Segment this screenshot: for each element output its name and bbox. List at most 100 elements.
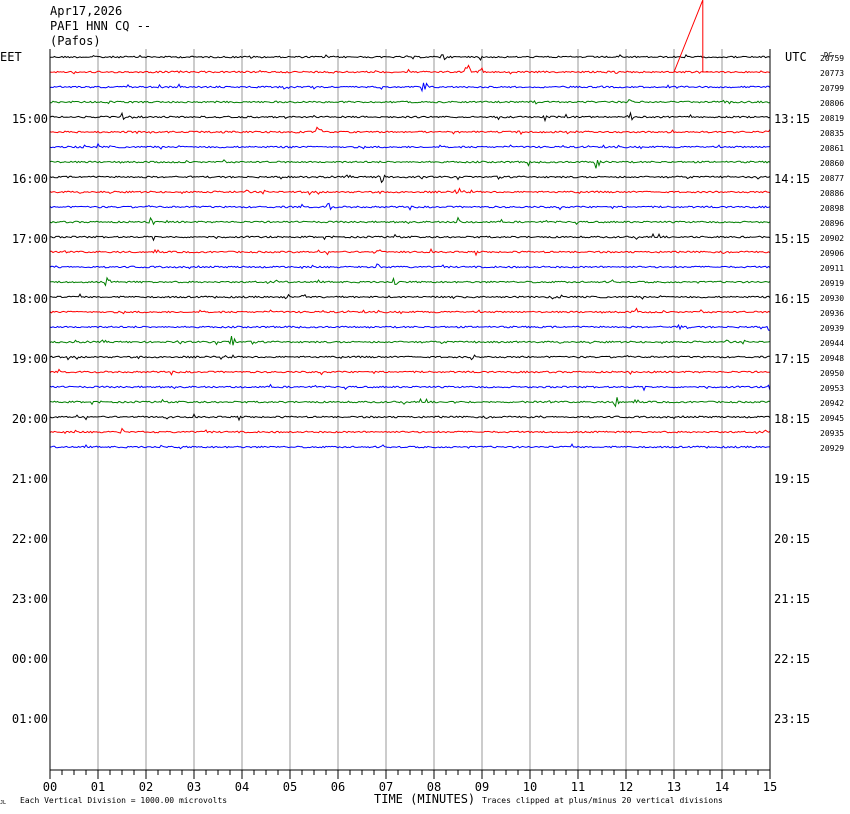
x-tick-label-11: 11: [571, 780, 585, 794]
left-time-label: 19:00: [12, 352, 48, 366]
scale-note: Each Vertical Division = 1000.00 microvo…: [20, 796, 227, 805]
dc-offset-label: 20773: [820, 69, 844, 78]
left-time-labels: 15:00 16:00 17:00 18:00 19:00 20:00 21:00 22:00…: [12, 112, 48, 726]
left-time-label: 01:00: [12, 712, 48, 726]
x-tick-label-10: 10: [523, 780, 537, 794]
dc-offset-label: 20911: [820, 264, 844, 273]
x-tick-labels: 00 01 02 03 04 05 06 07 08 09 10 11 12 13 14 15: [43, 780, 777, 794]
trace-6: [49, 142, 771, 150]
trace-10: [49, 202, 771, 211]
trace-7: [49, 159, 771, 169]
x-axis-ticks: [49, 770, 771, 779]
trace-20: [49, 354, 770, 361]
dc-offset-label: 20860: [820, 159, 844, 168]
dc-offset-label: 20942: [820, 399, 844, 408]
x-tick-label-05: 05: [283, 780, 297, 794]
dc-offset-label: 20939: [820, 324, 844, 333]
trace-0: [50, 54, 771, 62]
right-time-labels: 13:15 14:15 15:15 16:15 17:15 18:15 19:15 20:15…: [774, 112, 810, 726]
trace-21: [49, 368, 771, 376]
trace-22: [49, 383, 771, 392]
right-time-label: 17:15: [774, 352, 810, 366]
right-time-label: 15:15: [774, 232, 810, 246]
x-tick-label-15: 15: [763, 780, 777, 794]
corner-mark: JL: [0, 800, 6, 806]
clipped-spike: [673, 0, 711, 73]
x-tick-label-06: 06: [331, 780, 345, 794]
dc-offset-label: 20877: [820, 174, 844, 183]
trace-8: [49, 174, 771, 184]
dc-offset-label: 20950: [820, 369, 844, 378]
left-time-label: 17:00: [12, 232, 48, 246]
right-time-label: 21:15: [774, 592, 810, 606]
left-time-label: 18:00: [12, 292, 48, 306]
trace-2: [49, 82, 771, 93]
header-station: PAF1 HNN CQ --: [50, 19, 152, 33]
right-time-label: 14:15: [774, 172, 810, 186]
trace-19: [49, 336, 771, 346]
dc-offset-label: 20944: [820, 339, 844, 348]
x-tick-label-13: 13: [667, 780, 681, 794]
x-tick-label-00: 00: [43, 780, 57, 794]
dc-offset-label: 20806: [820, 99, 844, 108]
x-axis-title: TIME (MINUTES): [374, 792, 475, 806]
trace-17: [49, 307, 771, 315]
right-time-label: 19:15: [774, 472, 810, 486]
plot-frame: [49, 49, 771, 771]
trace-11: [49, 216, 771, 226]
left-time-label: 00:00: [12, 652, 48, 666]
dc-offset-label: 20948: [820, 354, 844, 363]
trace-9: [49, 187, 771, 196]
dc-offset-label: 20935: [820, 429, 844, 438]
right-zone-label: UTC: [785, 50, 807, 64]
left-time-label: 21:00: [12, 472, 48, 486]
x-tick-label-03: 03: [187, 780, 201, 794]
left-time-label: 20:00: [12, 412, 48, 426]
trace-12: [49, 232, 771, 242]
trace-25: [49, 427, 771, 435]
header-location: (Pafos): [50, 34, 101, 48]
dc-offset-label: 20898: [820, 204, 844, 213]
dc-offset-label: 20906: [820, 249, 844, 258]
trace-24: [49, 412, 771, 422]
x-tick-label-09: 09: [475, 780, 489, 794]
trace-16: [49, 293, 771, 300]
minute-gridlines: [97, 49, 723, 770]
left-zone-label: EET: [0, 50, 22, 64]
dc-offset-label: 20930: [820, 294, 844, 303]
trace-3: [50, 98, 771, 105]
dc-label: DC: [824, 51, 832, 59]
header-date: Apr17,2026: [50, 4, 123, 18]
x-tick-label-07: 07: [379, 780, 393, 794]
trace-15: [49, 276, 771, 287]
trace-1: [49, 64, 771, 75]
trace-18: [49, 323, 771, 331]
x-tick-label-04: 04: [235, 780, 249, 794]
x-tick-label-02: 02: [139, 780, 153, 794]
dc-offset-label: 20819: [820, 114, 844, 123]
trace-14: [49, 263, 771, 270]
seismic-traces: [49, 0, 771, 450]
x-tick-label-14: 14: [715, 780, 729, 794]
right-time-label: 18:15: [774, 412, 810, 426]
x-tick-label-08: 08: [427, 780, 441, 794]
dc-offset-label: 20886: [820, 189, 844, 198]
dc-offset-label: 20896: [820, 219, 844, 228]
dc-offset-label: 20759: [820, 54, 844, 63]
dc-offset-label: 20799: [820, 84, 844, 93]
right-time-label: 23:15: [774, 712, 810, 726]
trace-13: [49, 247, 771, 257]
dc-offset-label: 20936: [820, 309, 844, 318]
dc-offset-label: 20953: [820, 384, 844, 393]
trace-4: [49, 111, 771, 123]
left-time-label: 22:00: [12, 532, 48, 546]
x-tick-label-12: 12: [619, 780, 633, 794]
x-tick-label-01: 01: [91, 780, 105, 794]
left-time-label: 16:00: [12, 172, 48, 186]
dc-offset-label: 20861: [820, 144, 844, 153]
dc-offset-label: 20945: [820, 414, 844, 423]
clip-note: Traces clipped at plus/minus 20 vertical…: [482, 796, 723, 805]
right-time-label: 16:15: [774, 292, 810, 306]
trace-5: [49, 126, 771, 136]
